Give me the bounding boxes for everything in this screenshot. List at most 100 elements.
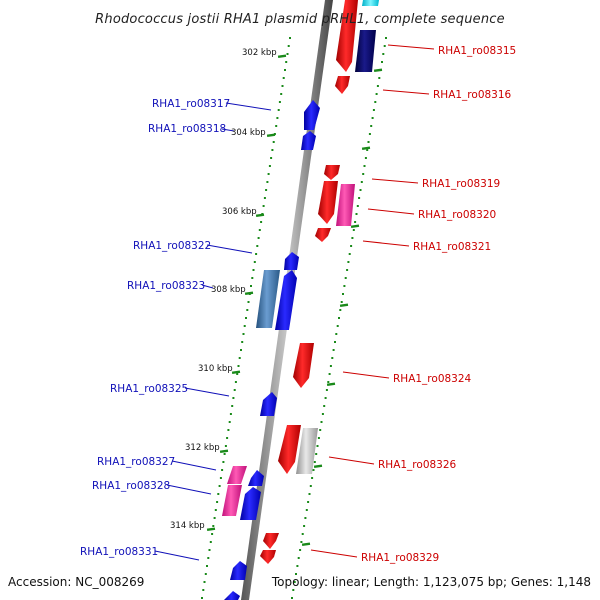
gene-arrow-ro08327[interactable] [227, 466, 247, 484]
guide-dot [309, 485, 312, 487]
guide-dot [204, 573, 207, 575]
guide-dot [286, 53, 289, 55]
gene-arrow-ro08320-a[interactable] [318, 181, 338, 224]
guide-dot [263, 197, 266, 199]
guide-dot [287, 45, 290, 47]
guide-dot [355, 213, 358, 215]
gene-label[interactable]: RHA1_ro08317 [152, 98, 230, 110]
gene-arrow-ro08321[interactable] [315, 228, 331, 242]
guide-dot [339, 309, 342, 311]
gene-label[interactable]: RHA1_ro08326 [378, 459, 457, 471]
gene-label[interactable]: RHA1_ro08329 [361, 552, 439, 564]
accession-text: Accession: NC_008269 [8, 575, 144, 589]
gene-arrow-ro08316[interactable] [335, 76, 350, 94]
guide-dot [372, 109, 375, 111]
gene-arrow-extra[interactable] [224, 591, 240, 600]
guide-dot [336, 325, 339, 327]
guide-dot [285, 61, 288, 63]
gene-arrow-ro08326-a[interactable] [278, 425, 301, 474]
gene-arrow-ro08319[interactable] [324, 165, 340, 180]
guide-dot [327, 381, 330, 383]
gene-label[interactable]: RHA1_ro08321 [413, 241, 491, 253]
gene-label[interactable]: RHA1_ro08323 [127, 280, 205, 292]
map-title: Rhodococcus jostii RHA1 plasmid pRHL1, c… [95, 12, 505, 27]
guide-dot [227, 429, 230, 431]
gene-label[interactable]: RHA1_ro08318 [148, 123, 226, 135]
guide-dot [252, 269, 255, 271]
leader-lines-right [310, 44, 435, 558]
guide-dot [280, 93, 283, 95]
guide-dot [209, 541, 212, 543]
tick-label: 302 kbp [242, 48, 277, 58]
guide-dot [319, 429, 322, 431]
guide-dot [347, 261, 350, 263]
guide-dot [383, 45, 386, 47]
gene-arrow-ro08325[interactable] [260, 392, 277, 416]
guide-dot [211, 533, 214, 535]
guide-dot [253, 261, 256, 263]
tick-mark [313, 464, 323, 469]
gene-label[interactable]: RHA1_ro08324 [393, 373, 472, 385]
guide-dot [381, 61, 383, 63]
guide-dot [320, 421, 323, 423]
gene-arrow-ro08326-b[interactable] [296, 428, 318, 474]
gene-arrow-ro08320-b[interactable] [336, 184, 355, 226]
gene-arrow-ro08322[interactable] [284, 252, 299, 270]
guide-dot [332, 349, 335, 351]
gene-arrow-ro08315-b[interactable] [355, 30, 376, 72]
gene-arrow-ro08323-b[interactable] [275, 270, 297, 330]
guide-dot [360, 181, 363, 183]
guide-dot [289, 37, 291, 39]
gene-arrow-ro08327-b[interactable] [248, 470, 264, 486]
gene-label[interactable]: RHA1_ro08316 [433, 89, 512, 101]
gene-arrow-ro08329-a[interactable] [263, 533, 279, 549]
guide-dot [229, 413, 232, 415]
gene-arrow-ro08329-b[interactable] [260, 550, 276, 564]
guide-right-outer [291, 37, 387, 599]
gene-label[interactable]: RHA1_ro08315 [438, 45, 516, 57]
tick-label: 306 kbp [222, 207, 257, 217]
guide-dot [297, 557, 300, 559]
gene-label[interactable]: RHA1_ro08325 [110, 383, 188, 395]
gene-arrow-ro08323-a[interactable] [256, 270, 280, 328]
leader-lines-left [154, 102, 272, 561]
gene-label[interactable]: RHA1_ro08331 [80, 546, 158, 558]
guide-dot [271, 149, 274, 151]
gene-label[interactable]: RHA1_ro08319 [422, 178, 500, 190]
guide-dot [311, 477, 314, 479]
gene-arrow-ro08328-a[interactable] [222, 485, 242, 516]
guide-dot [305, 509, 308, 511]
guide-dot [213, 517, 216, 519]
guide-dot [265, 189, 268, 191]
guide-dot [276, 117, 279, 119]
guide-dot [217, 493, 220, 495]
guide-dot [291, 597, 293, 599]
guide-dot [256, 245, 259, 247]
guide-dot [351, 237, 354, 239]
guide-dot [258, 229, 261, 231]
tick-mark [301, 542, 311, 547]
guide-dot [344, 277, 347, 279]
guide-dot [356, 205, 359, 207]
gene-arrow-ro08328-b[interactable] [240, 487, 261, 520]
gene-label[interactable]: RHA1_ro08327 [97, 456, 175, 468]
gene-arrow-ro08318[interactable] [301, 131, 316, 150]
guide-dot [370, 125, 373, 127]
gene-arrow-ro08315[interactable] [336, 0, 358, 72]
gene-arrow-cyan-top[interactable] [362, 0, 379, 6]
gene-label[interactable]: RHA1_ro08322 [133, 240, 211, 252]
guide-dot [241, 341, 244, 343]
gene-labels-left: RHA1_ro08317 RHA1_ro08318 RHA1_ro08322 R… [80, 98, 230, 558]
gene-label[interactable]: RHA1_ro08328 [92, 480, 170, 492]
gene-label[interactable]: RHA1_ro08320 [418, 209, 496, 221]
guide-dot [300, 541, 303, 543]
guide-dot [385, 37, 387, 39]
tick-mark [266, 133, 276, 138]
gene-arrow-ro08317[interactable] [304, 100, 320, 130]
forward-strand-genes [260, 0, 379, 564]
guide-dot [350, 245, 353, 247]
gene-arrow-ro08324[interactable] [293, 343, 314, 388]
guide-dot [364, 157, 367, 159]
gene-arrow-ro08331[interactable] [230, 561, 247, 580]
tick-mark [339, 303, 349, 308]
